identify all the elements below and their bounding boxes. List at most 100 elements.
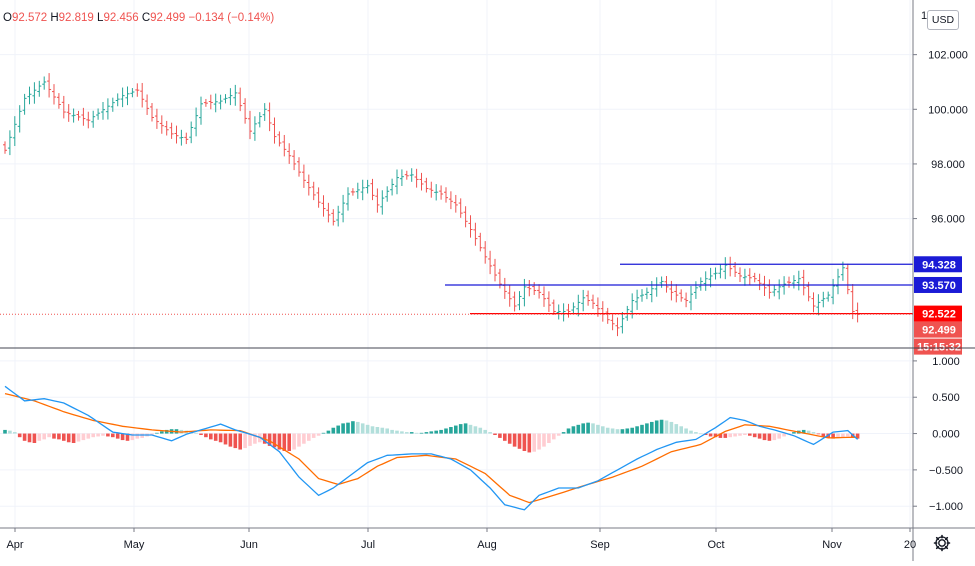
price-bar (218, 94, 223, 110)
open-value: 92.572 (11, 12, 48, 24)
histogram-bar (855, 433, 860, 439)
price-bar (52, 84, 56, 105)
countdown-box (914, 338, 962, 355)
price-tick-label: 102.000 (928, 50, 968, 62)
histogram-bar (635, 426, 639, 434)
settings-button[interactable] (930, 531, 954, 555)
histogram-bar (841, 433, 845, 438)
histogram-bar (620, 429, 625, 434)
histogram-bar (645, 423, 649, 434)
price-bar (473, 222, 478, 246)
price-bar (424, 177, 429, 193)
price-bar (174, 125, 179, 144)
price-bar (586, 290, 591, 306)
price-bar (101, 101, 105, 120)
low-label: L (97, 12, 104, 24)
histogram-bar (287, 433, 291, 451)
time-tick-label: 20 (904, 539, 916, 551)
price-bar (576, 294, 581, 317)
macd-line (4, 385, 859, 511)
price-bar (703, 271, 708, 291)
price-bar (693, 281, 698, 299)
price-bar (154, 108, 159, 129)
ohlc-legend: O92.572 H92.819 L92.456 C92.499 −0.134 (… (3, 12, 274, 24)
price-bar (380, 190, 385, 215)
price-bar (194, 107, 199, 137)
level-label-box (914, 305, 962, 322)
histogram-bar (679, 426, 683, 434)
indicator-lines (4, 385, 859, 511)
price-bar (145, 94, 150, 115)
histogram-bar (17, 433, 22, 438)
price-bar (551, 299, 556, 315)
histogram-bar (650, 421, 654, 434)
histogram-bar (57, 433, 61, 440)
price-bar (659, 276, 664, 288)
histogram-bar (601, 426, 605, 434)
histogram-bar (238, 433, 242, 450)
histogram-bar (3, 429, 7, 434)
price-bar (478, 232, 483, 252)
price-bar (184, 132, 189, 145)
price-bar (444, 187, 448, 203)
histogram-bar (218, 433, 223, 443)
histogram-bar (424, 432, 429, 434)
histogram-bar (243, 433, 247, 449)
price-bar (556, 304, 561, 320)
histogram-bar (199, 433, 203, 436)
histogram-bar (566, 428, 571, 434)
histogram-bar (674, 424, 679, 434)
price-bar (644, 287, 649, 300)
histogram-bar (409, 432, 414, 434)
histogram-bar (150, 433, 154, 436)
price-bar (27, 86, 32, 105)
histogram-bar (106, 433, 110, 437)
price-bar (669, 280, 674, 301)
histogram-bar (630, 427, 634, 434)
price-bar (262, 103, 267, 121)
histogram-bar (762, 433, 767, 441)
price-bar (81, 107, 86, 126)
price-bar (463, 206, 468, 228)
price-bar (640, 289, 644, 302)
histogram-bar (561, 432, 566, 434)
price-bar (600, 301, 605, 322)
histogram-bar (488, 432, 492, 434)
histogram-bar (586, 422, 590, 434)
histogram-bar (708, 433, 713, 437)
histogram-bar (37, 433, 42, 441)
price-bar (208, 94, 213, 110)
last-price-label: 92.499 (922, 325, 956, 337)
histogram-bar (777, 433, 781, 439)
histogram-bar (821, 433, 826, 437)
price-bar (71, 108, 76, 123)
price-bar (767, 279, 772, 299)
histogram-bar (507, 433, 512, 444)
price-bar (399, 169, 404, 186)
macd-tick-label: −0.500 (929, 465, 963, 477)
price-bar (429, 181, 434, 198)
price-bar (772, 285, 777, 297)
price-bar (762, 275, 767, 296)
histogram-bar (365, 424, 370, 434)
price-bar (91, 110, 96, 128)
histogram-bar (164, 429, 169, 434)
histogram-bar (140, 433, 144, 438)
histogram-bar (282, 433, 287, 451)
price-bar (742, 268, 747, 286)
price-bar (679, 289, 684, 302)
price-bar (150, 102, 154, 122)
histogram-bar (13, 432, 17, 434)
time-tick-label: Aug (477, 539, 497, 551)
histogram-bar (454, 425, 458, 434)
currency-badge[interactable]: USD (927, 10, 959, 30)
price-bar (752, 272, 757, 283)
price-bar (409, 168, 414, 182)
histogram-bar (91, 433, 95, 438)
histogram-bar (341, 423, 345, 434)
price-bar (238, 87, 243, 112)
high-value: 92.819 (58, 12, 94, 24)
histogram-bar (576, 424, 581, 434)
